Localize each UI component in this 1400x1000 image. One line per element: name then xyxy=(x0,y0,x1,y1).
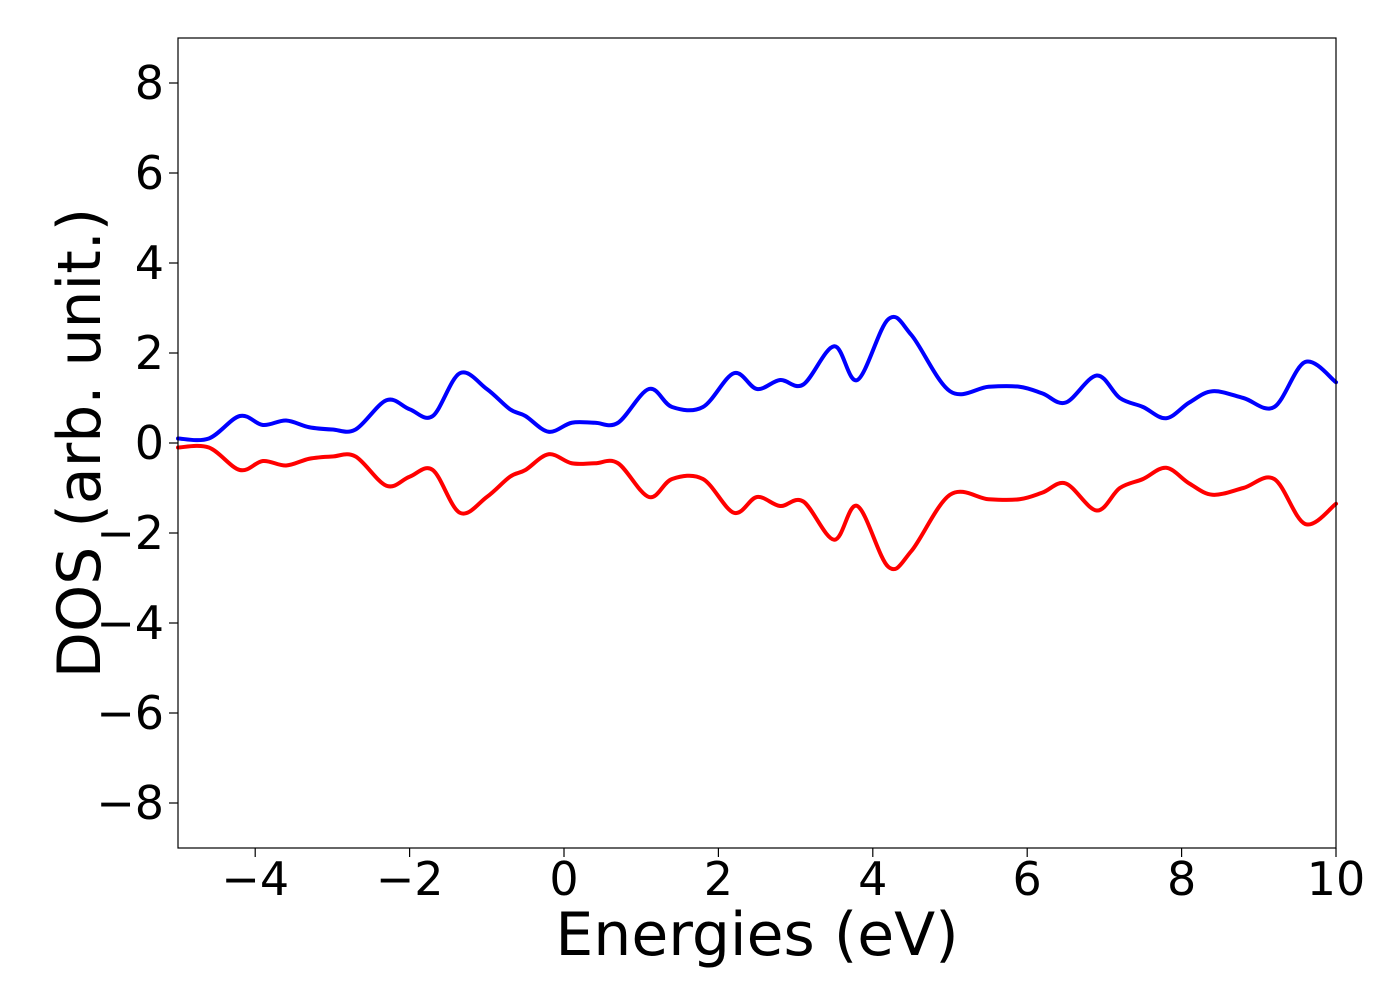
y-tick-label: −2 xyxy=(96,506,164,560)
x-tick-label: −2 xyxy=(376,852,444,906)
y-axis-title: DOS (arb. unit.) xyxy=(45,208,115,678)
x-tick-label: 2 xyxy=(704,852,733,906)
x-tick-label: 8 xyxy=(1167,852,1196,906)
y-tick-label: 8 xyxy=(135,56,164,110)
x-tick-label: −4 xyxy=(221,852,289,906)
y-tick-label: −8 xyxy=(96,776,164,830)
series-line-1 xyxy=(176,443,1338,572)
y-tick-label: 2 xyxy=(135,326,164,380)
y-tick-label: 4 xyxy=(135,236,164,290)
x-tick-label: 4 xyxy=(858,852,887,906)
series-line-0 xyxy=(176,314,1338,443)
x-tick-label: 0 xyxy=(549,852,578,906)
y-tick-label: 6 xyxy=(135,146,164,200)
x-axis-title: Energies (eV) xyxy=(555,900,958,970)
y-tick-label: −4 xyxy=(96,596,164,650)
x-tick-label: 10 xyxy=(1307,852,1366,906)
y-tick-label: −6 xyxy=(96,686,164,740)
plot-area-frame xyxy=(177,37,1337,849)
x-tick-label: 6 xyxy=(1013,852,1042,906)
y-tick-label: 0 xyxy=(135,416,164,470)
